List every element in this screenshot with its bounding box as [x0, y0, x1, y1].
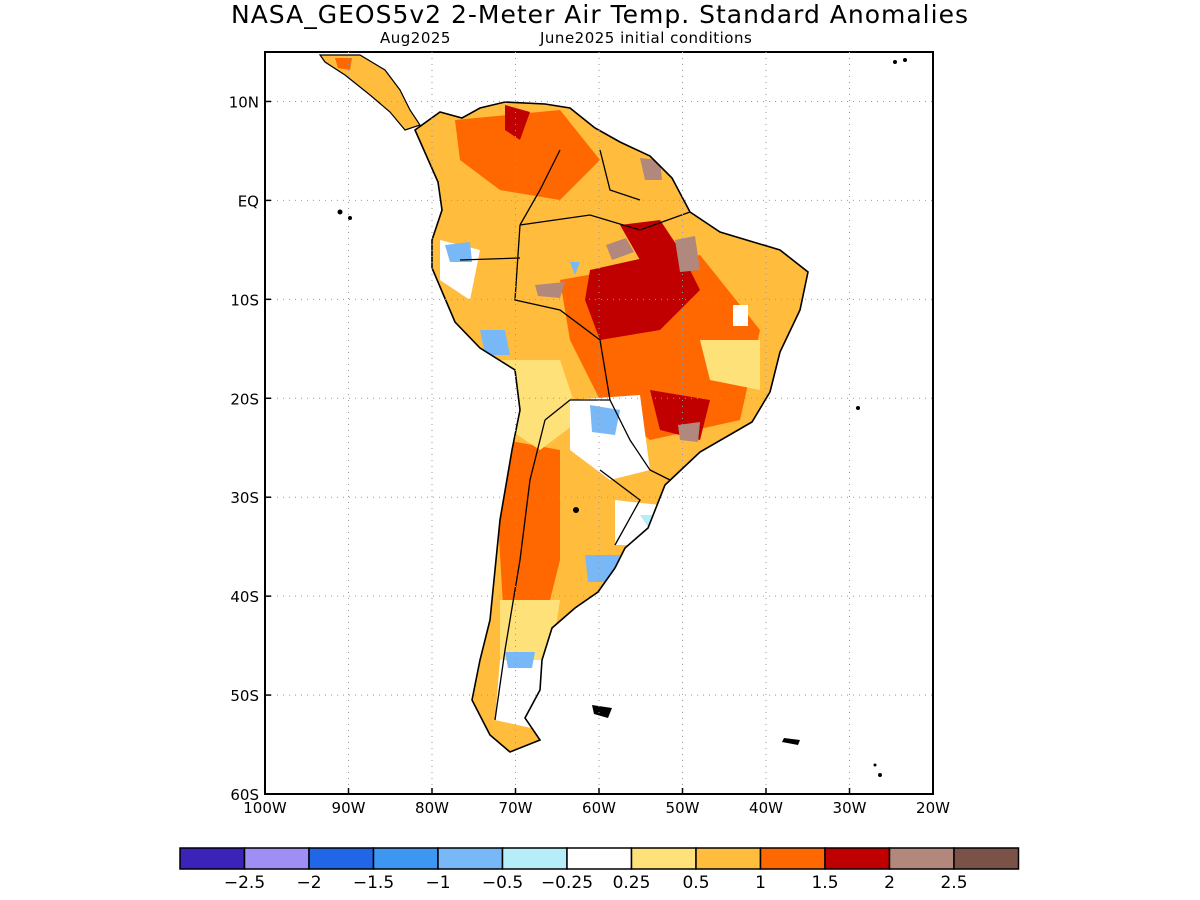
colorbar-swatch	[824, 847, 891, 870]
colorbar-swatch	[243, 847, 310, 870]
colorbar-label: 0.25	[613, 873, 651, 893]
colorbar	[179, 847, 1020, 870]
colorbar-swatch	[501, 847, 568, 870]
y-tick-label: 50S	[230, 687, 259, 705]
islands	[337, 58, 907, 777]
valid-month-label: Aug2025	[380, 29, 451, 47]
anomaly-patch	[505, 652, 535, 668]
x-tick-label: 20W	[916, 799, 950, 817]
anomaly-patch	[500, 360, 580, 450]
colorbar-swatch	[888, 847, 955, 870]
anomaly-patch	[606, 238, 634, 260]
y-tick-label: 20S	[230, 390, 259, 408]
axis-ticks	[264, 100, 934, 795]
colorbar-label: 1	[755, 873, 766, 893]
anomaly-patch	[678, 422, 700, 442]
anomaly-patch	[335, 58, 352, 70]
anomaly-patch	[620, 220, 680, 260]
colorbar-label: 2	[884, 873, 895, 893]
y-tick-label: 60S	[230, 786, 259, 804]
anomaly-patch	[585, 250, 700, 340]
x-tick-label: 50W	[666, 799, 700, 817]
y-tick-label: 10N	[229, 93, 259, 111]
colorbar-label: −1.5	[353, 873, 394, 893]
y-tick-label: 10S	[230, 291, 259, 309]
y-tick-label: EQ	[238, 192, 259, 210]
anomaly-patch	[700, 340, 760, 390]
anomaly-patch	[505, 105, 530, 140]
graticule	[265, 52, 933, 794]
colorbar-swatch	[953, 847, 1020, 870]
anomaly-patch	[590, 405, 620, 435]
anomaly-patch	[445, 242, 472, 262]
x-tick-label: 80W	[415, 799, 449, 817]
x-tick-label: 40W	[749, 799, 783, 817]
colorbar-swatch	[308, 847, 375, 870]
colorbar-swatch	[437, 847, 504, 870]
anomaly-patch	[570, 395, 650, 480]
colorbar-label: 1.5	[811, 873, 838, 893]
colorbar-label: −2	[296, 873, 321, 893]
colorbar-label: 0.5	[682, 873, 709, 893]
anomaly-patch	[675, 236, 700, 272]
anomaly-patch	[455, 110, 600, 200]
x-tick-label: 60W	[582, 799, 616, 817]
country-borders	[459, 149, 691, 721]
colorbar-label: −0.25	[541, 873, 593, 893]
x-tick-label: 100W	[243, 799, 287, 817]
colorbar-label: −1	[425, 873, 450, 893]
colorbar-swatch	[372, 847, 439, 870]
anomaly-patch	[535, 282, 565, 298]
y-tick-label: 30S	[230, 489, 259, 507]
x-tick-label: 70W	[499, 799, 533, 817]
anomaly-patch	[498, 440, 560, 640]
map-title: NASA_GEOS5v2 2-Meter Air Temp. Standard …	[231, 0, 969, 29]
central-america-landmass	[318, 54, 421, 131]
init-conditions-label: June2025 initial conditions	[540, 29, 753, 47]
colorbar-labels: −2.5 −2 −1.5 −1 −0.5 −0.25 0.25 0.5 1 1.5 2 2.5	[224, 873, 968, 893]
anomaly-patch	[570, 262, 580, 275]
colorbar-swatch	[759, 847, 826, 870]
colorbar-swatch	[179, 847, 246, 870]
colorbar-label: −0.5	[482, 873, 523, 893]
x-tick-label: 90W	[332, 799, 366, 817]
coastline	[414, 101, 809, 753]
colorbar-label: 2.5	[940, 873, 967, 893]
anomaly-patch	[480, 330, 510, 355]
colorbar-swatch	[566, 847, 633, 870]
axis-labels: 100W 90W 80W 70W 60W 50W 40W 30W 20W 10N EQ 10S 20S 3…	[229, 93, 950, 817]
colorbar-swatch	[630, 847, 697, 870]
anomaly-patch	[733, 305, 748, 326]
y-tick-label: 40S	[230, 588, 259, 606]
colorbar-label: −2.5	[224, 873, 265, 893]
colorbar-swatch	[695, 847, 762, 870]
x-tick-label: 30W	[833, 799, 867, 817]
